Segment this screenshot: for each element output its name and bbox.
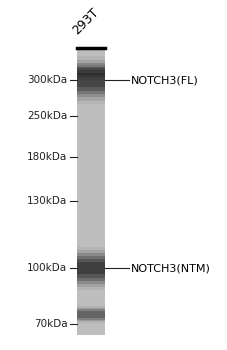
- FancyBboxPatch shape: [77, 70, 105, 91]
- Text: 100kDa: 100kDa: [27, 263, 67, 273]
- FancyBboxPatch shape: [77, 250, 105, 287]
- Text: NOTCH3(NTM): NOTCH3(NTM): [131, 263, 211, 273]
- Text: 293T: 293T: [71, 5, 102, 37]
- FancyBboxPatch shape: [77, 63, 105, 80]
- Text: NOTCH3(FL): NOTCH3(FL): [131, 75, 199, 85]
- Text: 250kDa: 250kDa: [27, 111, 67, 121]
- Text: 130kDa: 130kDa: [27, 196, 67, 206]
- FancyBboxPatch shape: [77, 65, 105, 79]
- Text: 300kDa: 300kDa: [27, 75, 67, 85]
- FancyBboxPatch shape: [77, 247, 105, 290]
- FancyBboxPatch shape: [77, 311, 105, 318]
- FancyBboxPatch shape: [77, 63, 105, 97]
- Text: 180kDa: 180kDa: [27, 152, 67, 162]
- FancyBboxPatch shape: [77, 48, 105, 335]
- FancyBboxPatch shape: [77, 253, 105, 284]
- Text: 70kDa: 70kDa: [34, 319, 67, 329]
- FancyBboxPatch shape: [77, 74, 105, 87]
- FancyBboxPatch shape: [77, 308, 105, 321]
- FancyBboxPatch shape: [77, 256, 105, 281]
- FancyBboxPatch shape: [77, 306, 105, 323]
- FancyBboxPatch shape: [77, 66, 105, 94]
- FancyBboxPatch shape: [77, 259, 105, 278]
- FancyBboxPatch shape: [77, 262, 105, 274]
- FancyBboxPatch shape: [77, 68, 105, 75]
- FancyBboxPatch shape: [77, 60, 105, 101]
- FancyBboxPatch shape: [77, 66, 105, 77]
- FancyBboxPatch shape: [77, 309, 105, 320]
- FancyBboxPatch shape: [77, 56, 105, 104]
